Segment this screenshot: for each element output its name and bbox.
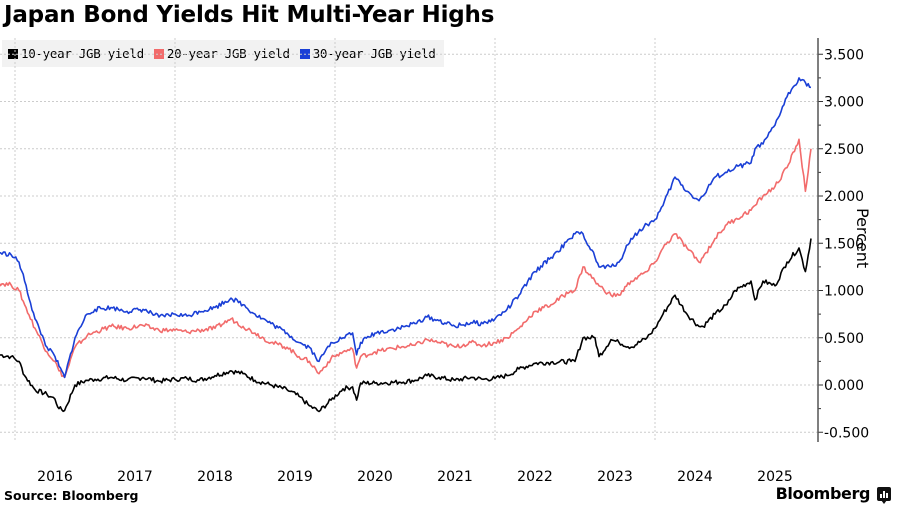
legend-item-10-year: 10-year JGB yield: [8, 46, 144, 61]
legend-label-30-year: 30-year JGB yield: [312, 46, 436, 61]
y-tick-label: 2.500: [824, 142, 864, 158]
y-tick-label: 0.000: [824, 378, 864, 394]
source-note: Source: Bloomberg: [4, 488, 139, 503]
y-tick-label: 3.500: [824, 47, 864, 63]
x-tick-label: 2016: [37, 469, 73, 485]
series-10-year-line: [0, 238, 812, 413]
y-tick-label: 3.000: [824, 95, 864, 111]
legend-label-10-year: 10-year JGB yield: [21, 46, 144, 61]
x-tick-label: 2021: [437, 469, 473, 485]
y-tick-label: 2.000: [824, 189, 864, 205]
legend-item-30-year: 30-year JGB yield: [299, 46, 436, 61]
series-30-year-line: [0, 77, 812, 379]
y-tick-label: 0.500: [824, 331, 864, 347]
legend-swatch-10-year: [8, 48, 18, 59]
x-tick-label: 2017: [117, 469, 153, 485]
y-tick-label: 1.500: [824, 236, 864, 252]
legend-label-20-year: 20-year JGB yield: [166, 46, 290, 61]
y-tick-label: -0.500: [824, 425, 869, 441]
x-tick-label: 2025: [757, 469, 793, 485]
x-tick-label: 2020: [357, 469, 393, 485]
y-axis: -0.500 0.000 0.500 1.000 1.500 2.000 2.500 3.00…: [817, 38, 869, 442]
bloomberg-chart-icon: [877, 487, 891, 504]
x-tick-label: 2024: [677, 469, 713, 485]
x-axis-labels: 2016 2017 2018 2019 2020 2021 2022 2023 2024 2025: [37, 469, 793, 485]
gridlines: [0, 38, 818, 442]
x-tick-label: 2018: [197, 469, 233, 485]
x-tick-label: 2022: [517, 469, 553, 485]
legend-swatch-30-year: [299, 48, 310, 59]
y-tick-label: 1.000: [824, 284, 864, 300]
series-lines: [0, 77, 812, 413]
series-20-year-line: [0, 138, 812, 379]
legend-item-20-year: 20-year JGB yield: [153, 46, 290, 61]
x-tick-label: 2019: [277, 469, 313, 485]
x-tick-label: 2023: [597, 469, 633, 485]
bloomberg-logo-text: Bloomberg: [775, 484, 871, 503]
y-axis-title: Percent: [853, 208, 872, 269]
chart-title: Japan Bond Yields Hit Multi-Year Highs: [4, 2, 495, 28]
legend-swatch-20-year: [153, 48, 164, 59]
chart-legend: 10-year JGB yield 20-year JGB yield 30-y…: [2, 40, 444, 67]
